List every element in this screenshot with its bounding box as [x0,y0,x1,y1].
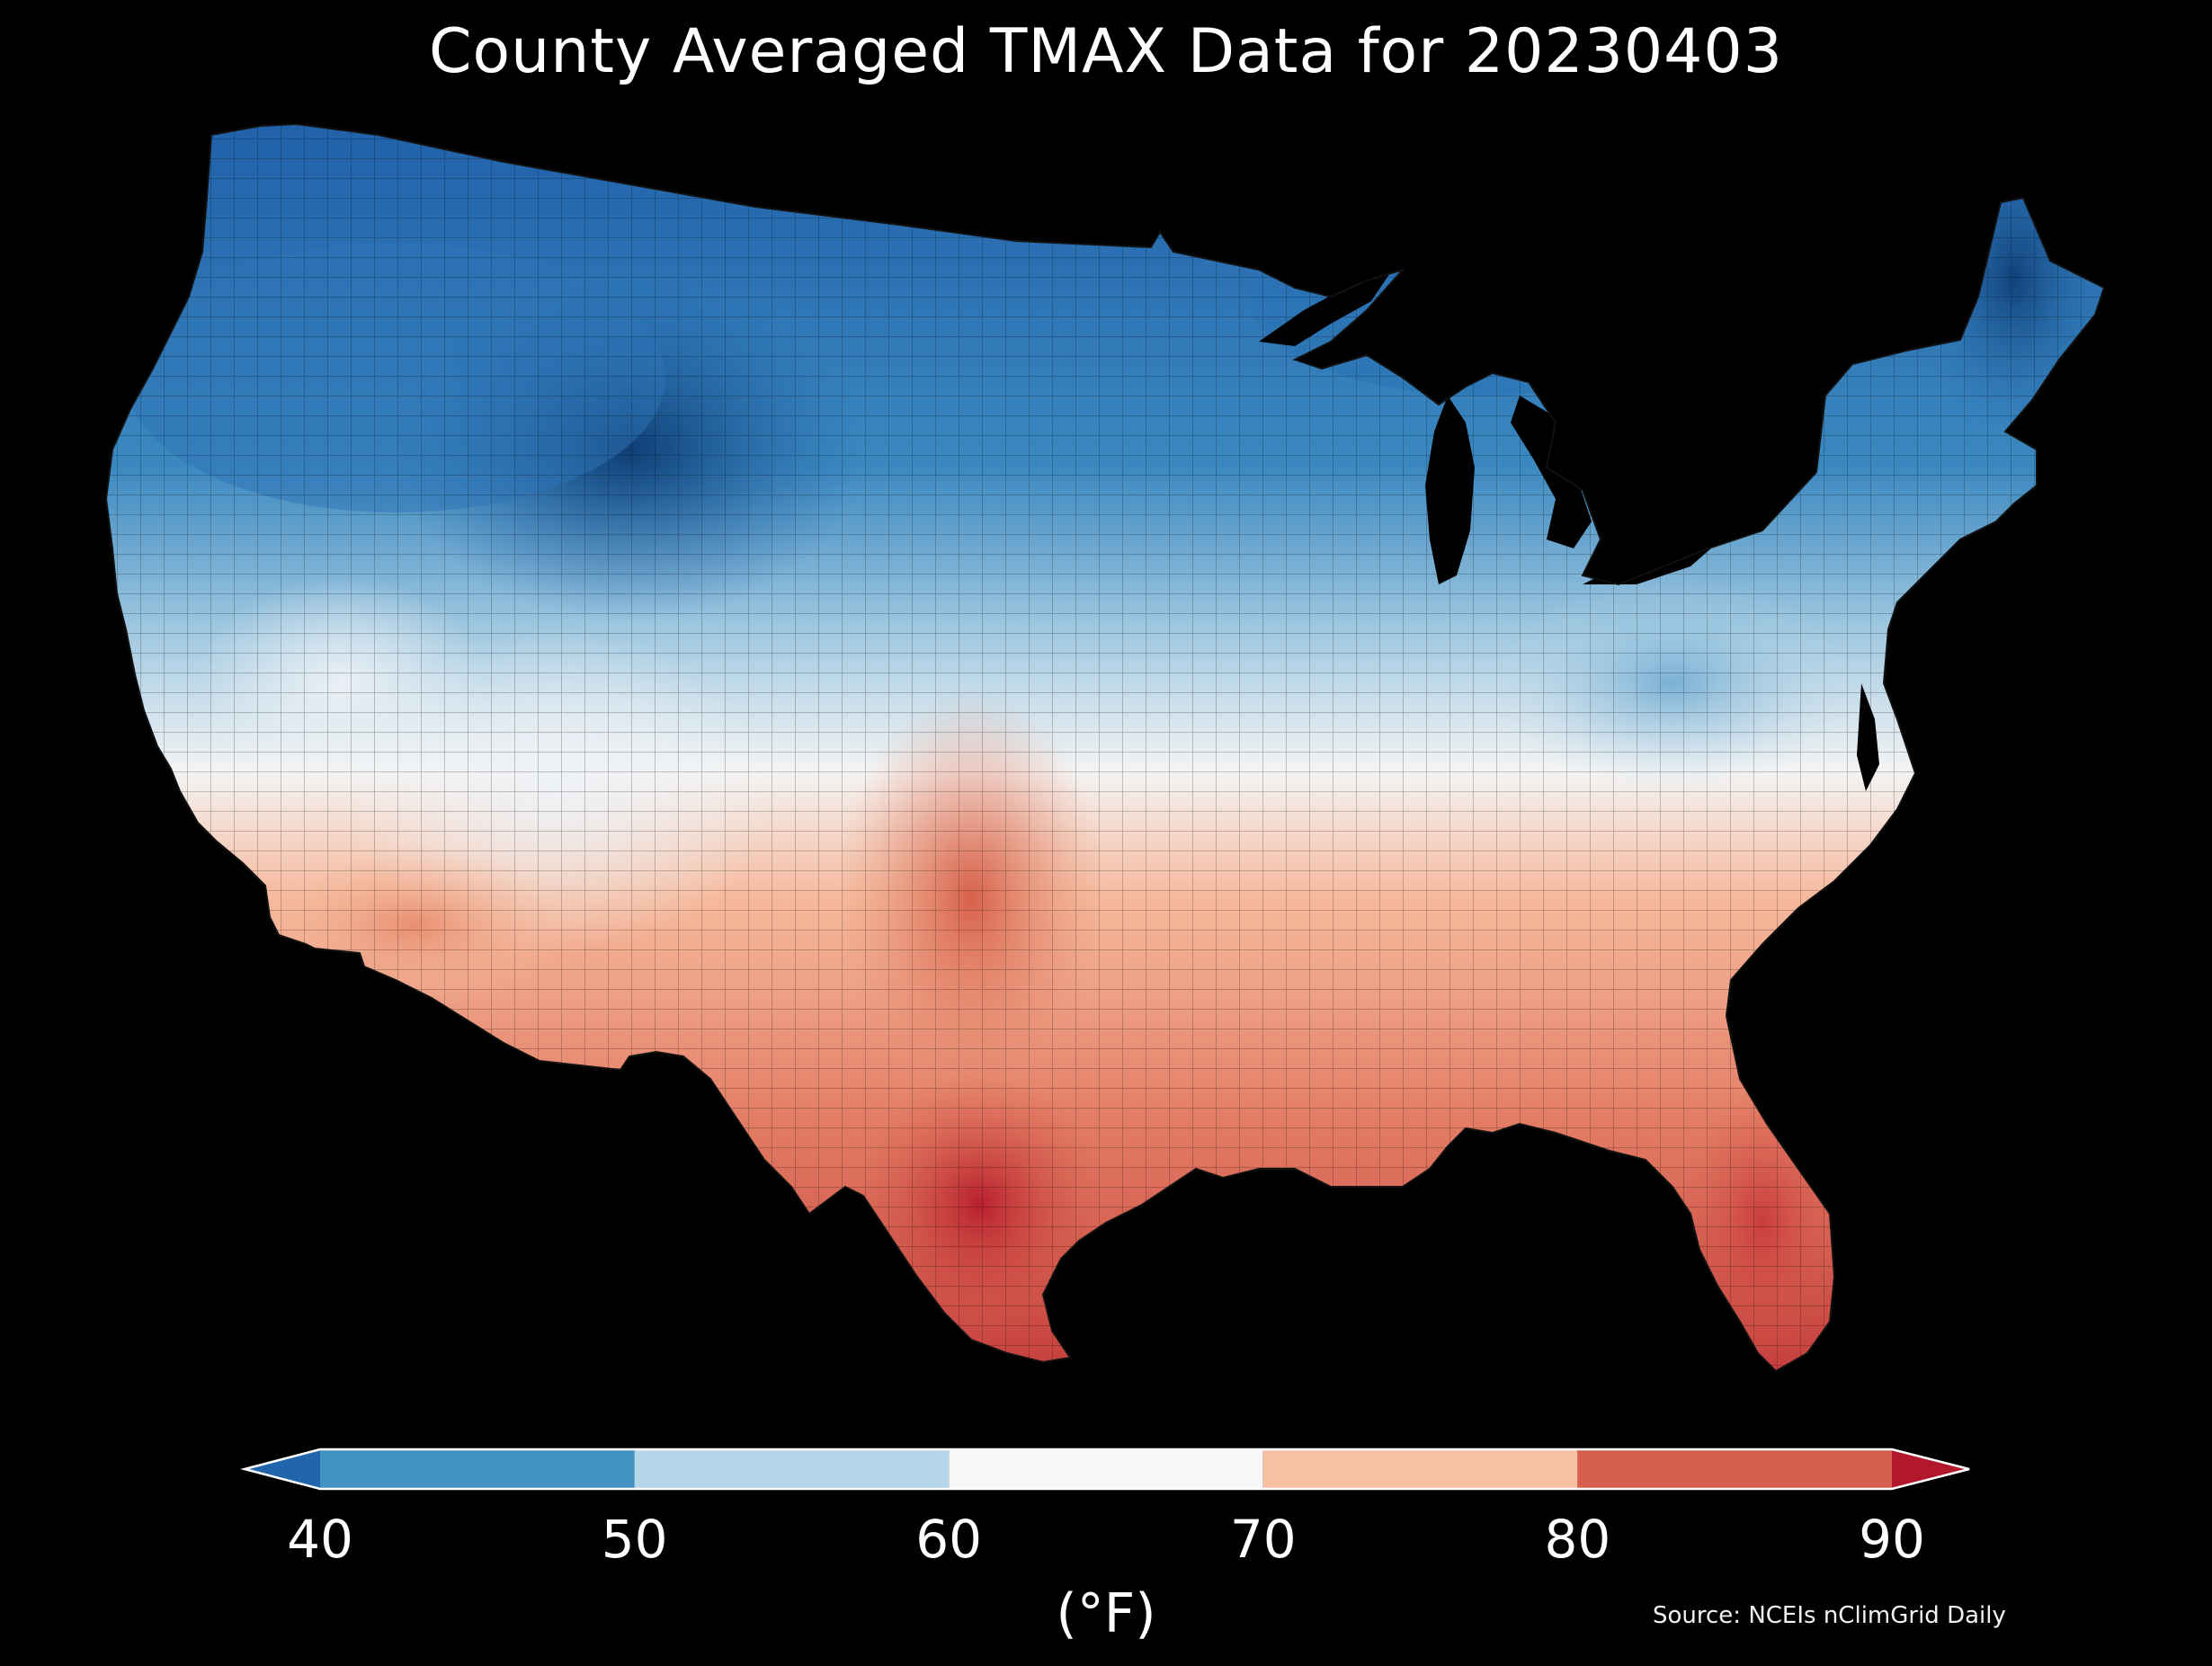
colorbar-bin-40-50 [320,1449,635,1489]
chesapeake-bay [1857,683,1879,791]
page-title: County Averaged TMAX Data for 20230403 [429,16,1783,87]
lake-michigan [1425,396,1475,584]
lake-huron [1511,396,1592,548]
colorbar-tick-label: 40 [287,1509,353,1570]
colorbar-bin-80-90 [1577,1449,1892,1489]
colorbar-bin-60-70 [949,1449,1263,1489]
source-credit: Source: NCEIs nClimGrid Daily [1653,1602,2006,1629]
colorbar-tick-label: 60 [915,1509,983,1570]
colorbar-bin-50-60 [634,1449,950,1489]
colorbar-over-arrow [1892,1449,1969,1489]
lake-erie [1583,535,1726,584]
colorbar-units-label: (°F) [1056,1582,1156,1645]
colorbar-tick-label: 90 [1859,1509,1925,1570]
colorbar-bin-70-80 [1262,1449,1578,1489]
lake-superior [1259,274,1389,346]
colorbar-tick-label: 70 [1229,1509,1297,1570]
colorbar-tick-label: 50 [601,1509,668,1570]
colorbar-under-arrow [245,1449,320,1489]
colorbar-tick-label: 80 [1544,1509,1611,1570]
